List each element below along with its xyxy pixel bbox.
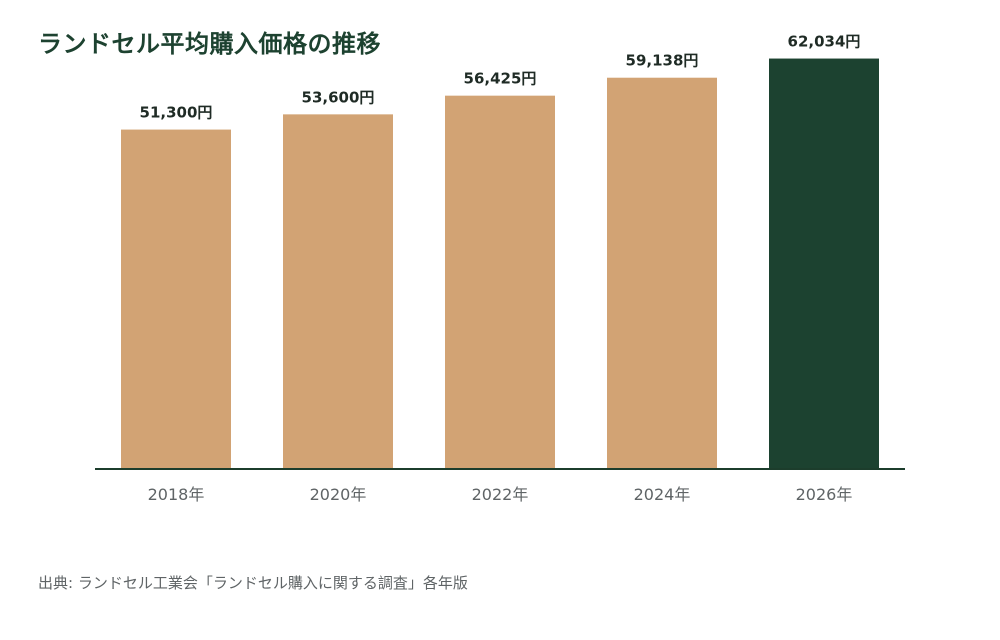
value-labels-group: 51,300円 53,600円 56,425円 59,138円 62,034円	[140, 33, 861, 122]
value-label-1: 53,600円	[302, 88, 375, 106]
chart-title: ランドセル平均購入価格の推移	[38, 30, 381, 58]
source-note: 出典: ランドセル工業会「ランドセル購入に関する調査」各年版	[38, 574, 468, 592]
value-label-4: 62,034円	[788, 33, 861, 51]
bars-group	[121, 58, 879, 470]
bar-2	[445, 95, 555, 469]
bar-3	[607, 77, 717, 470]
bar-4	[769, 58, 879, 470]
bar-1	[283, 114, 393, 469]
x-tick-label-3: 2024年	[634, 485, 691, 504]
bar-0	[121, 129, 231, 470]
x-tick-labels-group: 2018年 2020年 2022年 2024年 2026年	[148, 485, 853, 504]
value-label-2: 56,425円	[464, 70, 537, 88]
x-tick-label-0: 2018年	[148, 485, 205, 504]
x-tick-label-4: 2026年	[796, 485, 853, 504]
value-label-3: 59,138円	[626, 52, 699, 70]
x-tick-label-1: 2020年	[310, 485, 367, 504]
x-tick-label-2: 2022年	[472, 485, 529, 504]
value-label-0: 51,300円	[140, 104, 213, 122]
